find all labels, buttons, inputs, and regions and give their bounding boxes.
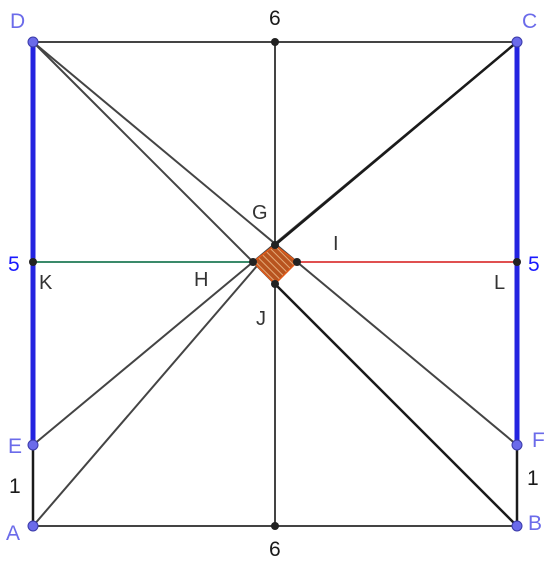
segment-C-G: [274, 41, 518, 246]
label-D: D: [10, 10, 25, 33]
point-F: [511, 439, 523, 451]
point-C: [511, 36, 523, 48]
label-C: C: [522, 10, 537, 33]
label-G: G: [252, 202, 268, 224]
label-A: A: [6, 522, 20, 545]
length-bottom: 6: [269, 538, 281, 561]
point-A: [27, 520, 39, 532]
label-J: J: [256, 308, 266, 330]
label-B: B: [528, 512, 542, 535]
point-I: [293, 258, 301, 266]
point-G: [271, 241, 279, 249]
label-F: F: [532, 429, 545, 452]
segment-A-G: [32, 244, 276, 527]
segment-B-J: [274, 283, 518, 527]
point-H: [249, 258, 257, 266]
segment-E-H: [32, 261, 254, 446]
length-top: 6: [269, 7, 281, 30]
length-right-blue: 5: [528, 253, 540, 276]
point-B: [511, 520, 523, 532]
segment-F-I: [296, 261, 518, 446]
point-K: [29, 258, 37, 266]
label-L: L: [494, 272, 505, 294]
center-quadrilateral: [251, 244, 299, 286]
label-K: K: [39, 272, 53, 294]
label-E: E: [8, 435, 22, 458]
segment-D-J: [32, 41, 276, 285]
segment-D-I: [32, 41, 298, 263]
length-left-blue: 5: [8, 253, 20, 276]
point-bottom-mid: [271, 522, 279, 530]
length-right-small: 1: [527, 467, 539, 490]
point-D: [27, 36, 39, 48]
point-L: [513, 258, 521, 266]
point-top-mid: [271, 38, 279, 46]
length-left-small: 1: [9, 475, 21, 498]
label-I: I: [333, 233, 339, 255]
point-E: [27, 439, 39, 451]
label-H: H: [194, 269, 208, 291]
point-J: [271, 280, 279, 288]
